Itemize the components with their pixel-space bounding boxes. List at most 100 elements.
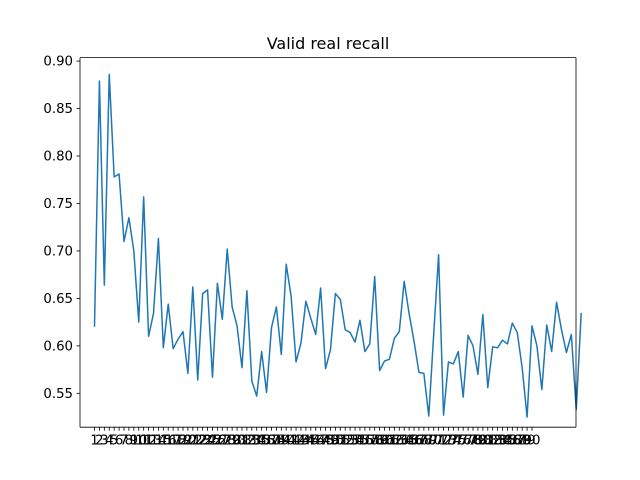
x-tick-label: 19 [175, 434, 192, 449]
x-tick-label: 43 [293, 434, 310, 449]
x-tick-label: 62 [386, 434, 403, 449]
x-tick-label: 85 [499, 434, 516, 449]
x-tick-label: 90 [524, 434, 541, 449]
x-tick-label: 35 [253, 434, 270, 449]
x-tick-label: 41 [283, 434, 300, 449]
x-tick-label: 59 [371, 434, 388, 449]
x-tick-label: 7 [120, 434, 128, 449]
x-tick-label: 51 [332, 434, 349, 449]
y-tick-label: 0.70 [43, 245, 73, 260]
x-tick-label: 31 [234, 434, 251, 449]
x-tick-label: 61 [381, 434, 398, 449]
x-axis-ticks: 1234567891011121314151617181920212223242… [90, 427, 540, 449]
x-tick-label: 10 [130, 434, 147, 449]
x-tick-label: 38 [268, 434, 285, 449]
x-tick-label: 47 [312, 434, 329, 449]
x-tick-label: 69 [420, 434, 437, 449]
x-tick-label: 8 [125, 434, 133, 449]
x-tick-label: 55 [351, 434, 368, 449]
axes [80, 57, 576, 428]
y-tick-label: 0.60 [43, 339, 73, 354]
x-tick-label: 76 [455, 434, 472, 449]
x-tick-label: 18 [170, 434, 187, 449]
x-tick-label: 15 [155, 434, 172, 449]
x-tick-label: 79 [469, 434, 486, 449]
x-tick-label: 24 [199, 434, 216, 449]
x-tick-label: 58 [366, 434, 383, 449]
x-tick-label: 11 [135, 434, 152, 449]
x-tick-label: 56 [356, 434, 373, 449]
x-tick-label: 22 [189, 434, 206, 449]
x-tick-label: 45 [302, 434, 319, 449]
x-tick-label: 46 [307, 434, 324, 449]
x-tick-label: 33 [243, 434, 260, 449]
x-tick-label: 14 [150, 434, 167, 449]
x-tick-label: 26 [209, 434, 226, 449]
x-tick-label: 40 [278, 434, 295, 449]
x-tick-label: 74 [445, 434, 462, 449]
axis-spines [79, 57, 577, 428]
x-tick-label: 4 [105, 434, 113, 449]
x-tick-label: 52 [337, 434, 354, 449]
y-tick-label: 0.80 [43, 150, 73, 165]
x-tick-label: 2 [95, 434, 103, 449]
x-tick-label: 23 [194, 434, 211, 449]
x-tick-label: 30 [229, 434, 246, 449]
chart-title: Valid real recall [267, 34, 390, 53]
x-tick-label: 37 [263, 434, 280, 449]
plot-area-background [80, 57, 576, 428]
x-tick-label: 77 [460, 434, 477, 449]
x-tick-label: 44 [297, 434, 314, 449]
x-tick-label: 50 [327, 434, 344, 449]
x-tick-label: 6 [115, 434, 123, 449]
x-tick-label: 84 [494, 434, 511, 449]
x-tick-label: 34 [248, 434, 265, 449]
x-tick-label: 63 [391, 434, 408, 449]
x-tick-label: 72 [435, 434, 452, 449]
x-tick-label: 32 [238, 434, 255, 449]
x-tick-label: 64 [396, 434, 413, 449]
x-tick-label: 88 [514, 434, 531, 449]
x-tick-label: 53 [342, 434, 359, 449]
y-tick-label: 0.90 [43, 55, 73, 70]
x-tick-label: 89 [519, 434, 536, 449]
x-tick-label: 48 [317, 434, 334, 449]
x-tick-label: 60 [376, 434, 393, 449]
x-tick-label: 71 [430, 434, 447, 449]
x-tick-label: 66 [406, 434, 423, 449]
x-tick-label: 67 [410, 434, 427, 449]
series-line [93, 73, 582, 418]
x-tick-label: 86 [504, 434, 521, 449]
x-tick-label: 65 [401, 434, 418, 449]
x-tick-label: 9 [130, 434, 138, 449]
x-tick-label: 81 [479, 434, 496, 449]
x-tick-label: 80 [474, 434, 491, 449]
x-tick-label: 27 [214, 434, 231, 449]
x-tick-label: 82 [484, 434, 501, 449]
x-tick-label: 57 [361, 434, 378, 449]
x-tick-label: 16 [160, 434, 177, 449]
x-tick-label: 17 [165, 434, 182, 449]
x-tick-label: 5 [110, 434, 118, 449]
y-tick-label: 0.65 [43, 292, 73, 307]
x-tick-label: 42 [288, 434, 305, 449]
y-tick-label: 0.85 [43, 102, 73, 117]
x-tick-label: 29 [224, 434, 241, 449]
y-tick-label: 0.55 [43, 387, 73, 402]
x-tick-label: 3 [100, 434, 108, 449]
x-tick-label: 25 [204, 434, 221, 449]
x-tick-label: 54 [347, 434, 364, 449]
x-tick-label: 83 [489, 434, 506, 449]
y-axis-ticks: 0.55 0.60 0.65 0.70 0.75 0.80 0.85 0.90 [43, 55, 80, 402]
x-tick-label: 21 [184, 434, 201, 449]
x-tick-label: 20 [179, 434, 196, 449]
x-tick-label: 70 [425, 434, 442, 449]
x-tick-label: 1 [90, 434, 98, 449]
x-tick-label: 75 [450, 434, 467, 449]
x-tick-label: 87 [509, 434, 526, 449]
x-tick-label: 73 [440, 434, 457, 449]
x-tick-label: 78 [465, 434, 482, 449]
x-tick-label: 12 [140, 434, 157, 449]
